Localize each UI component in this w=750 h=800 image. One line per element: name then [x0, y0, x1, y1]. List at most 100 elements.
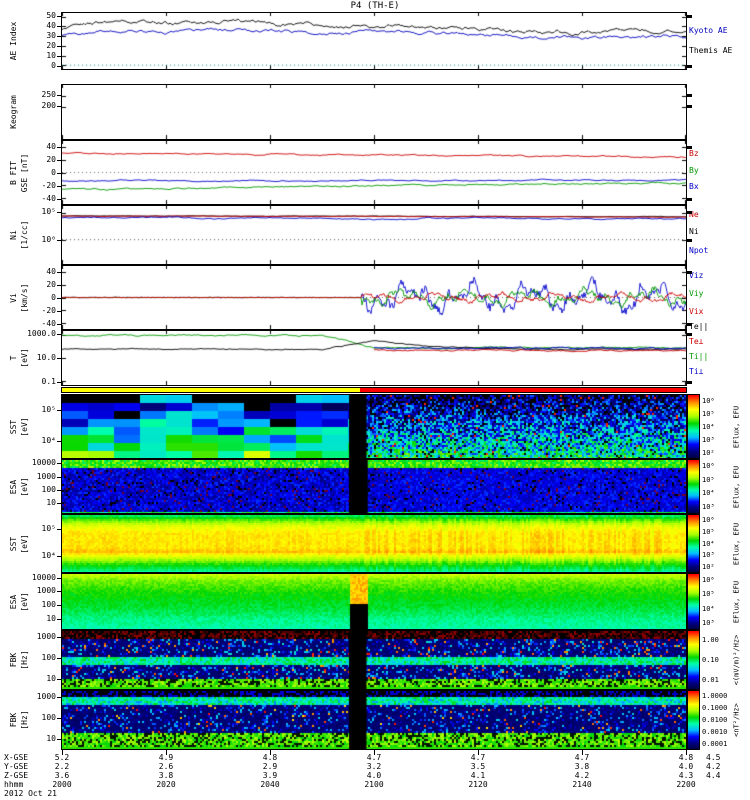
ylabel-sst_e: SST: [9, 536, 18, 551]
ytick-label-sst_i: 10⁴: [41, 435, 56, 445]
ylabel-temp-unit: [eV]: [20, 348, 29, 368]
ytick-mark: [57, 578, 61, 579]
ytick-mark: [57, 556, 61, 557]
colorbar-gradient-esa_i: [688, 460, 699, 513]
ylabel-fbk_b-unit: [Hz]: [20, 710, 29, 730]
colorbar-tick-sst_i: 10⁶: [702, 396, 715, 405]
ylabel-bfit-unit: GSE [nT]: [20, 153, 29, 192]
ytick-mark: [57, 324, 61, 325]
panel-sst_i: [61, 394, 687, 459]
colorbar-tick-esa_e: 10⁴: [702, 604, 715, 613]
ytick-mark: [57, 199, 61, 200]
ytick-mark: [57, 334, 61, 335]
ytick-mark: [57, 697, 61, 698]
legend-by: By: [689, 166, 699, 176]
ytick-mark: [57, 46, 61, 47]
legend-ti: Ti||: [689, 351, 709, 361]
ylabel-temp: T: [9, 355, 18, 361]
ytick-label-ae: 10: [46, 51, 56, 61]
ytick-label-vi: 0: [51, 292, 56, 302]
ylabel-ni: Ni: [9, 230, 18, 240]
ytick-label-fbk_e: 1000: [36, 632, 56, 642]
ephemeris-row-label: X-GSE: [4, 753, 29, 762]
ytick-label-bfit: 40: [46, 141, 56, 151]
ephemeris-value: 4.3: [678, 771, 694, 780]
colorbar-tick-fbk_e: 1.00: [702, 636, 719, 644]
ytick-mark: [57, 212, 61, 213]
colorbar-esa_i: [687, 459, 700, 514]
ephemeris-row-label: Y-GSE: [4, 762, 29, 771]
colorbar-tick-esa_i: 10⁴: [702, 489, 715, 498]
ytick-label-bfit: 0: [51, 167, 56, 177]
date-label: 2012 Oct 21: [4, 789, 57, 798]
ytick-mark: [57, 382, 61, 383]
panel-temp: [61, 330, 687, 386]
right-tick-mark: [687, 238, 692, 242]
right-tick-mark: [687, 64, 692, 68]
ephemeris-value: 3.6: [54, 771, 70, 780]
legend-bx: Bx: [689, 181, 699, 191]
ytick-label-sst_e: 10⁴: [41, 551, 56, 561]
esa_e-canvas: [62, 574, 686, 629]
ytick-label-vi: -20: [41, 305, 56, 315]
ytick-mark: [57, 739, 61, 740]
colorbar-tick-sst_i: 10⁴: [702, 422, 715, 431]
colorbar-label-fbk_e: <(mV/m)²/Hz>: [732, 634, 741, 686]
x-axis-tick-mark: [374, 750, 375, 755]
colorbar-tick-sst_e: 10⁴: [702, 539, 715, 548]
ytick-label-ae: 40: [46, 20, 56, 30]
right-tick-mark: [687, 94, 692, 98]
colorbar-tick-esa_i: 10⁶: [702, 461, 715, 470]
ytick-mark: [57, 358, 61, 359]
colorbar-sst_e: [687, 514, 700, 573]
ytick-label-fbk_b: 1000: [36, 692, 56, 702]
time-tick-label: 2120: [468, 780, 488, 789]
ylabel-fbk_e: FBK: [9, 652, 18, 668]
fbk_e-canvas: [62, 631, 686, 689]
ephemeris-value: 4.4: [706, 771, 721, 780]
x-axis-tick-mark: [166, 750, 167, 755]
ytick-label-fbk_b: 100: [41, 713, 56, 723]
colorbar-gradient-sst_e: [688, 515, 699, 572]
legend-ni: Ni: [689, 226, 699, 236]
ephemeris-value: 3.9: [262, 771, 278, 780]
ylabel-esa_i: ESA: [9, 479, 18, 494]
colorbar-fbk_b: [687, 690, 700, 750]
ytick-mark: [57, 463, 61, 464]
time-tick-label: 2100: [364, 780, 384, 789]
ytick-label-temp: 0.1: [41, 376, 56, 386]
colorbar-label-esa_i: EFlux, EFU: [732, 465, 741, 508]
ytick-label-sst_e: 10⁵: [41, 523, 56, 533]
ytick-label-temp: 10.0: [36, 353, 56, 362]
ytick-label-esa_e: 1000: [36, 586, 56, 596]
right-tick-mark: [687, 322, 692, 326]
legend-kyoto-ae: Kyoto AE: [689, 26, 728, 36]
mode-segment-fast-survey: [360, 388, 686, 392]
ylabel-esa_i-unit: [eV]: [20, 476, 29, 497]
ylabel-bfit: B FIT: [9, 160, 18, 185]
colorbar-tick-fbk_b: 0.0100: [702, 716, 728, 724]
ephemeris-value: 3.8: [158, 771, 174, 780]
ylabel-ae: AE Index: [9, 21, 18, 61]
right-tick-mark: [687, 380, 692, 384]
temp-canvas: [62, 331, 686, 385]
colorbar-tick-esa_e: 10⁶: [702, 576, 715, 585]
ytick-mark: [57, 298, 61, 299]
bfit-canvas: [62, 141, 686, 204]
ytick-mark: [57, 490, 61, 491]
ytick-label-vi: -40: [41, 318, 56, 328]
ytick-label-ni: 10⁵: [41, 207, 56, 217]
colorbar-tick-sst_i: 10³: [702, 435, 715, 444]
ephemeris-value: 4.7: [574, 753, 590, 762]
colorbar-tick-esa_i: 10⁵: [702, 475, 715, 484]
legend-ti: Ti⊥: [689, 367, 704, 377]
ylabel-sst_e-unit: [eV]: [20, 533, 29, 554]
right-tick-mark: [687, 105, 692, 109]
ytick-mark: [57, 186, 61, 187]
ytick-mark: [57, 605, 61, 606]
colorbar-tick-sst_e: 10²: [702, 563, 715, 572]
ytick-label-fbk_e: 100: [41, 653, 56, 663]
ytick-label-ae: 50: [46, 11, 56, 20]
sst_i-canvas: [62, 395, 686, 458]
x-axis-tick-mark: [582, 750, 583, 755]
